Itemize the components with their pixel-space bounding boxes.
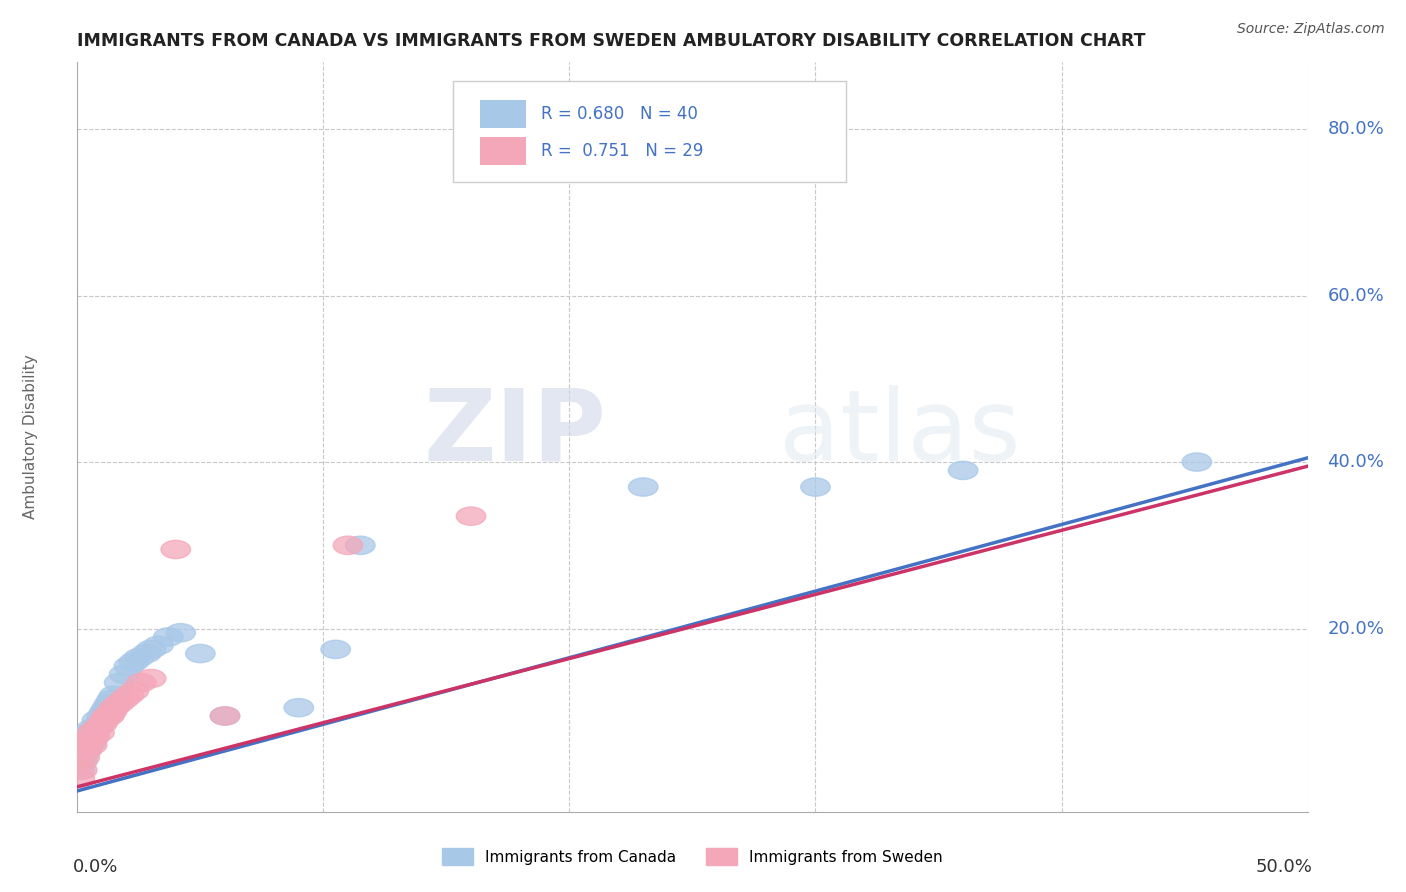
Ellipse shape: [77, 731, 107, 750]
Ellipse shape: [65, 748, 94, 767]
Ellipse shape: [67, 740, 97, 758]
Ellipse shape: [70, 748, 100, 767]
Ellipse shape: [75, 736, 104, 755]
Ellipse shape: [120, 681, 149, 700]
Ellipse shape: [75, 731, 104, 750]
Text: 0.0%: 0.0%: [73, 857, 118, 876]
Ellipse shape: [84, 715, 114, 733]
Ellipse shape: [346, 536, 375, 555]
Ellipse shape: [77, 736, 107, 755]
Ellipse shape: [90, 711, 120, 730]
Ellipse shape: [114, 657, 143, 675]
Ellipse shape: [93, 706, 122, 725]
Ellipse shape: [82, 711, 112, 730]
Ellipse shape: [67, 753, 97, 771]
FancyBboxPatch shape: [453, 81, 846, 182]
Ellipse shape: [333, 536, 363, 555]
Ellipse shape: [160, 541, 191, 558]
Ellipse shape: [104, 694, 134, 713]
Ellipse shape: [87, 715, 117, 733]
Ellipse shape: [114, 686, 143, 705]
Ellipse shape: [120, 653, 149, 671]
Ellipse shape: [284, 698, 314, 717]
Ellipse shape: [97, 703, 127, 721]
Ellipse shape: [94, 694, 124, 713]
Ellipse shape: [70, 731, 100, 750]
Ellipse shape: [67, 761, 97, 780]
Ellipse shape: [90, 703, 120, 721]
Text: atlas: atlas: [779, 384, 1021, 482]
Ellipse shape: [153, 628, 183, 646]
Ellipse shape: [77, 719, 107, 738]
Text: IMMIGRANTS FROM CANADA VS IMMIGRANTS FROM SWEDEN AMBULATORY DISABILITY CORRELATI: IMMIGRANTS FROM CANADA VS IMMIGRANTS FRO…: [77, 32, 1146, 50]
Text: 40.0%: 40.0%: [1327, 453, 1384, 471]
Text: 80.0%: 80.0%: [1327, 120, 1384, 138]
Ellipse shape: [110, 690, 139, 708]
Legend: Immigrants from Canada, Immigrants from Sweden: Immigrants from Canada, Immigrants from …: [436, 842, 949, 871]
Ellipse shape: [80, 723, 110, 742]
FancyBboxPatch shape: [479, 136, 526, 165]
Ellipse shape: [73, 740, 103, 758]
Ellipse shape: [65, 753, 94, 771]
Ellipse shape: [100, 686, 129, 705]
Ellipse shape: [124, 648, 153, 667]
Ellipse shape: [132, 644, 162, 663]
Ellipse shape: [93, 698, 122, 717]
Ellipse shape: [73, 740, 103, 758]
Text: ZIP: ZIP: [423, 384, 606, 482]
Ellipse shape: [65, 761, 94, 780]
Ellipse shape: [1182, 453, 1212, 471]
Ellipse shape: [70, 744, 100, 763]
Ellipse shape: [100, 698, 129, 717]
Ellipse shape: [127, 673, 156, 692]
Ellipse shape: [84, 723, 114, 742]
Ellipse shape: [628, 478, 658, 496]
Ellipse shape: [94, 706, 124, 725]
Ellipse shape: [136, 640, 166, 658]
Ellipse shape: [73, 728, 103, 746]
Ellipse shape: [166, 624, 195, 642]
Ellipse shape: [211, 706, 240, 725]
Ellipse shape: [186, 644, 215, 663]
Text: Ambulatory Disability: Ambulatory Disability: [22, 355, 38, 519]
Text: 60.0%: 60.0%: [1327, 286, 1384, 304]
Ellipse shape: [67, 736, 97, 755]
Ellipse shape: [143, 636, 173, 655]
Text: Source: ZipAtlas.com: Source: ZipAtlas.com: [1237, 22, 1385, 37]
Ellipse shape: [457, 507, 486, 525]
Ellipse shape: [70, 731, 100, 750]
Text: R =  0.751   N = 29: R = 0.751 N = 29: [541, 142, 703, 160]
Text: 50.0%: 50.0%: [1256, 857, 1313, 876]
FancyBboxPatch shape: [479, 100, 526, 128]
Text: R = 0.680   N = 40: R = 0.680 N = 40: [541, 105, 697, 123]
Ellipse shape: [87, 706, 117, 725]
Ellipse shape: [104, 673, 134, 692]
Ellipse shape: [82, 719, 112, 738]
Ellipse shape: [801, 478, 831, 496]
Ellipse shape: [77, 723, 107, 742]
Ellipse shape: [136, 669, 166, 688]
Ellipse shape: [110, 665, 139, 683]
Ellipse shape: [65, 769, 94, 788]
Text: 20.0%: 20.0%: [1327, 620, 1384, 638]
Ellipse shape: [75, 723, 104, 742]
Ellipse shape: [97, 690, 127, 708]
Ellipse shape: [321, 640, 350, 658]
Ellipse shape: [949, 461, 979, 480]
Ellipse shape: [80, 728, 110, 746]
Ellipse shape: [211, 706, 240, 725]
